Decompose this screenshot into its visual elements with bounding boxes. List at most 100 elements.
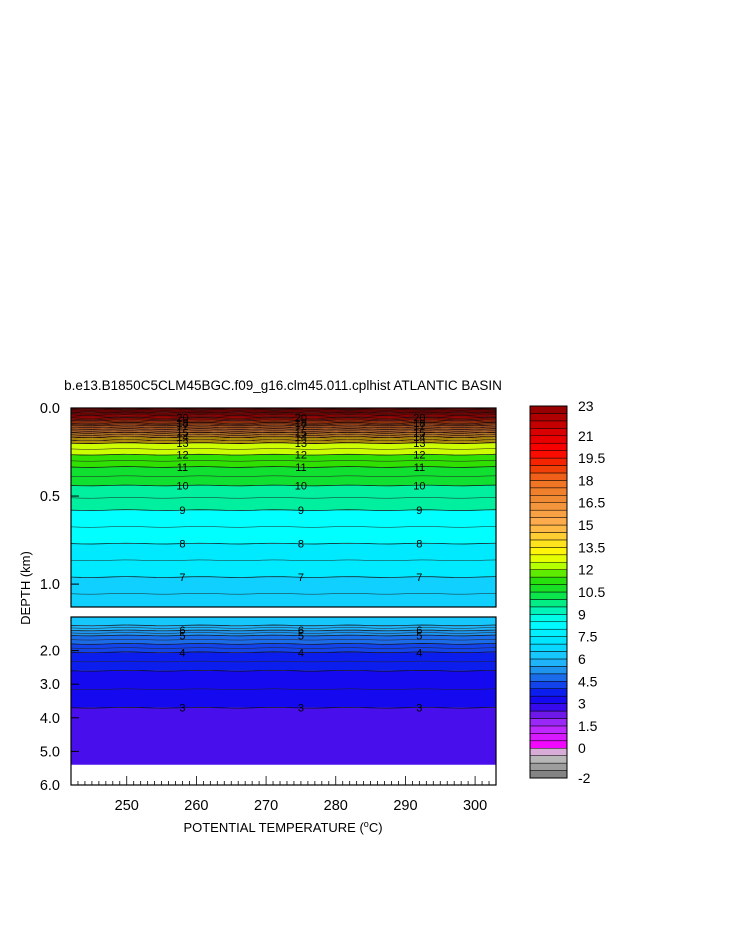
upper-surface-isotherm bbox=[71, 421, 496, 424]
upper-isotherm-15 bbox=[71, 431, 496, 434]
lower-isotherm-5 bbox=[71, 634, 496, 637]
lower-isotherm-3.5 bbox=[71, 670, 496, 672]
upper-y-tick-label: 0.5 bbox=[40, 489, 60, 505]
upper-contour-label: 20 bbox=[413, 413, 425, 425]
colorbar-label: 6 bbox=[578, 651, 586, 667]
upper-band-5 bbox=[71, 420, 496, 423]
colorbar-box bbox=[529, 755, 568, 764]
lower-contour-label: 4 bbox=[416, 647, 422, 659]
y-axis-label: DEPTH (km) bbox=[18, 551, 33, 625]
colorbar-box bbox=[529, 636, 568, 645]
colorbar-box bbox=[529, 420, 568, 429]
upper-contour-label: 9 bbox=[416, 505, 422, 517]
colorbar-box bbox=[529, 621, 568, 630]
colorbar-label: 15 bbox=[578, 517, 594, 533]
upper-contour-label: 7 bbox=[179, 572, 185, 584]
lower-isotherm-half-4 bbox=[71, 660, 496, 663]
upper-contour-label: 17 bbox=[295, 421, 307, 433]
lower-isotherm-half-1 bbox=[71, 632, 496, 634]
upper-isotherm-half-16 bbox=[71, 593, 496, 595]
lower-panel-isotherms bbox=[71, 624, 496, 709]
colorbar-label: 7.5 bbox=[578, 629, 598, 645]
upper-surface-isotherm bbox=[71, 419, 496, 422]
upper-contour-label: 10 bbox=[176, 480, 188, 492]
colorbar-box bbox=[529, 465, 568, 474]
upper-band-13 bbox=[71, 466, 496, 486]
x-tick-label: 250 bbox=[115, 798, 139, 814]
colorbar-box bbox=[529, 576, 568, 585]
colorbar-box bbox=[529, 651, 568, 660]
x-axis: 250 260 270 280 290 300 bbox=[70, 776, 497, 814]
colorbar-box bbox=[529, 524, 568, 533]
upper-surface-isotherm bbox=[71, 423, 496, 426]
upper-isotherm-20 bbox=[71, 416, 496, 419]
upper-surface-isotherm bbox=[71, 422, 496, 425]
colorbar-box bbox=[529, 703, 568, 712]
colorbar-box bbox=[529, 450, 568, 459]
x-tick-label: 300 bbox=[463, 798, 487, 814]
upper-contour-label: 12 bbox=[295, 450, 307, 462]
lower-band-3 bbox=[71, 635, 496, 644]
upper-panel-y-axis: 0.0 0.5 1.0 bbox=[40, 401, 79, 593]
colorbar-label: 12 bbox=[578, 562, 594, 578]
upper-contour-label: 13 bbox=[413, 438, 425, 450]
upper-contour-label: 15 bbox=[413, 428, 425, 440]
upper-contour-label: 8 bbox=[416, 539, 422, 551]
upper-isotherm-12 bbox=[71, 453, 496, 456]
upper-contour-label: 17 bbox=[413, 421, 425, 433]
upper-isotherm-half-11 bbox=[71, 460, 496, 462]
lower-contour-label: 5 bbox=[179, 630, 185, 642]
colorbar-label: 10.5 bbox=[578, 584, 605, 600]
upper-surface-isotherm bbox=[71, 429, 496, 431]
colorbar-box bbox=[529, 547, 568, 556]
upper-y-tick-label: 0.0 bbox=[40, 401, 60, 417]
upper-surface-isotherm bbox=[71, 428, 496, 430]
upper-contour-label: 10 bbox=[413, 480, 425, 492]
lower-isotherm-half-5 bbox=[71, 688, 496, 690]
upper-contour-label: 14 bbox=[413, 432, 425, 444]
upper-contour-label: 20 bbox=[295, 413, 307, 425]
upper-surface-isotherm bbox=[71, 433, 496, 436]
upper-surface-isotherm bbox=[71, 440, 496, 443]
upper-surface-isotherm bbox=[71, 435, 496, 438]
upper-contour-label: 9 bbox=[298, 505, 304, 517]
upper-surface-isotherm bbox=[71, 416, 496, 419]
colorbar-box bbox=[529, 554, 568, 563]
upper-surface-isotherm bbox=[71, 412, 496, 414]
colorbar-box bbox=[529, 658, 568, 667]
lower-band-4 bbox=[71, 643, 496, 653]
lower-panel: 6 6 65 5 54 4 43 3 3 2.03.04.05.06.0 250 260 270 28… bbox=[40, 616, 497, 814]
colorbar-box bbox=[529, 584, 568, 593]
upper-surface-isotherm bbox=[71, 430, 496, 432]
colorbar-box bbox=[529, 457, 568, 466]
colorbar-box bbox=[529, 413, 568, 422]
lower-isotherm-half-2 bbox=[71, 639, 496, 641]
colorbar-box bbox=[529, 561, 568, 570]
lower-band-0 bbox=[71, 617, 496, 626]
lower-contour-label: 6 bbox=[416, 625, 422, 637]
colorbar-box bbox=[529, 472, 568, 481]
upper-isotherm-half-10 bbox=[71, 448, 496, 450]
upper-surface-isotherm bbox=[71, 414, 496, 417]
lower-isotherm-half-0 bbox=[71, 627, 496, 629]
colorbar-box bbox=[529, 747, 568, 756]
upper-contour-label: 14 bbox=[176, 432, 188, 444]
upper-contour-label: 7 bbox=[298, 572, 304, 584]
upper-contour-label: 10 bbox=[295, 480, 307, 492]
lower-contour-label: 3 bbox=[179, 703, 185, 715]
upper-band-17 bbox=[71, 577, 496, 607]
lower-band-1 bbox=[71, 625, 496, 631]
upper-band-14 bbox=[71, 485, 496, 511]
lower-panel-frame bbox=[70, 616, 497, 786]
upper-contour-label: 18 bbox=[176, 418, 188, 430]
upper-surface-isotherm bbox=[71, 411, 496, 413]
colorbar-box bbox=[529, 606, 568, 615]
colorbar-box bbox=[529, 643, 568, 652]
upper-contour-label: 18 bbox=[413, 418, 425, 430]
upper-isotherm-half-14 bbox=[71, 526, 496, 528]
upper-surface-isotherm bbox=[71, 436, 496, 439]
upper-contour-label: 13 bbox=[176, 438, 188, 450]
upper-contour-label: 9 bbox=[179, 505, 185, 517]
lower-y-tick-label: 4.0 bbox=[40, 711, 60, 727]
